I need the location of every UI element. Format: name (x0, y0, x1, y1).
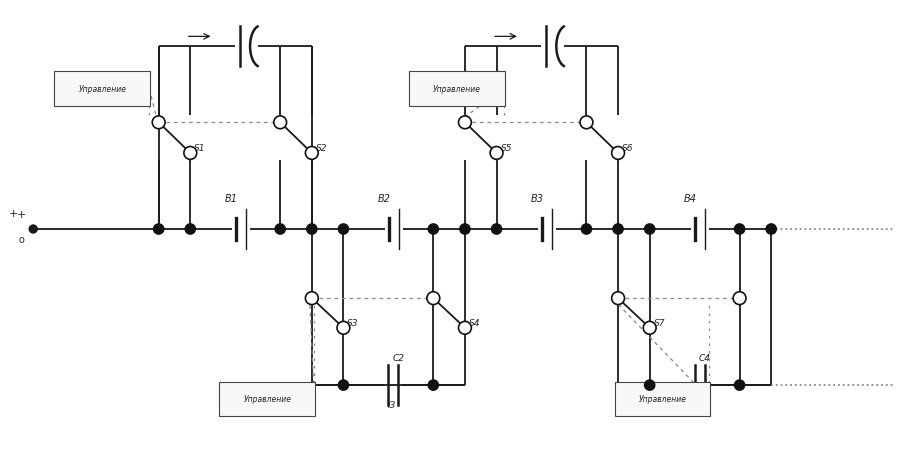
Text: B4: B4 (684, 194, 697, 204)
Text: B1: B1 (224, 194, 237, 204)
Circle shape (274, 117, 287, 129)
Text: +: + (9, 209, 18, 218)
Circle shape (307, 224, 317, 235)
Text: S4: S4 (469, 319, 481, 328)
Text: +: + (17, 210, 26, 220)
Circle shape (338, 380, 348, 390)
Text: I3: I3 (388, 400, 396, 409)
Text: S5: S5 (501, 143, 512, 152)
Circle shape (766, 224, 777, 235)
Text: S2: S2 (316, 143, 327, 152)
Circle shape (734, 380, 744, 390)
Circle shape (643, 322, 656, 335)
Circle shape (644, 380, 655, 390)
Text: I4: I4 (695, 400, 703, 409)
Text: S6: S6 (622, 143, 633, 152)
Text: B2: B2 (378, 194, 391, 204)
Circle shape (275, 224, 285, 235)
Circle shape (427, 292, 440, 305)
Circle shape (734, 224, 744, 235)
Circle shape (184, 147, 197, 160)
Circle shape (185, 224, 196, 235)
Circle shape (29, 225, 37, 234)
FancyBboxPatch shape (409, 72, 505, 107)
Circle shape (459, 322, 471, 335)
Text: Управление: Управление (433, 85, 481, 94)
Text: Управление: Управление (244, 395, 291, 403)
Circle shape (612, 292, 625, 305)
Text: Управление: Управление (78, 85, 127, 94)
FancyBboxPatch shape (54, 72, 151, 107)
Circle shape (428, 224, 438, 235)
Text: C2: C2 (392, 353, 404, 363)
Circle shape (582, 224, 592, 235)
Circle shape (492, 224, 502, 235)
Circle shape (428, 380, 438, 390)
Circle shape (580, 117, 593, 129)
FancyBboxPatch shape (220, 382, 315, 416)
Circle shape (460, 224, 471, 235)
Text: S3: S3 (347, 319, 359, 328)
Circle shape (612, 147, 625, 160)
Text: B3: B3 (530, 194, 543, 204)
Circle shape (337, 322, 350, 335)
Text: o: o (18, 235, 24, 244)
Circle shape (153, 117, 165, 129)
Circle shape (459, 117, 471, 129)
Text: C4: C4 (698, 353, 710, 363)
Circle shape (644, 224, 655, 235)
Text: Управление: Управление (639, 395, 686, 403)
Circle shape (733, 292, 746, 305)
Text: S7: S7 (653, 319, 665, 328)
Circle shape (305, 147, 318, 160)
Circle shape (490, 147, 503, 160)
Circle shape (613, 224, 623, 235)
Circle shape (153, 224, 164, 235)
Text: S1: S1 (194, 143, 206, 152)
Circle shape (305, 292, 318, 305)
Circle shape (338, 224, 348, 235)
FancyBboxPatch shape (615, 382, 710, 416)
